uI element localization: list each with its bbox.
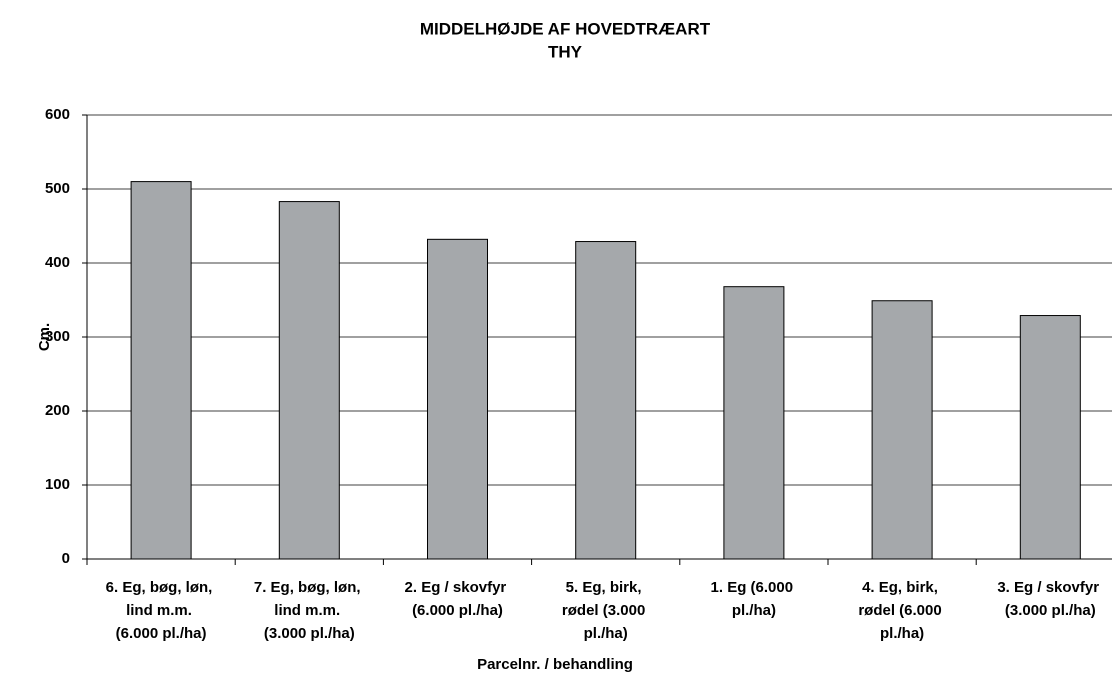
x-tick-label: 4. Eg, birk, rødel (6.000 pl./ha): [858, 579, 946, 642]
chart-title: MIDDELHØJDE AF HOVEDTRÆART: [420, 19, 711, 38]
bar: [278, 201, 340, 560]
x-tick-label: 2. Eg / skovfyr (6.000 pl./ha): [405, 579, 511, 619]
y-tick-label: 600: [45, 106, 70, 123]
x-tick-label: 6. Eg, bøg, løn, lind m.m. (6.000 pl./ha…: [106, 579, 217, 642]
x-tick-label: 1. Eg (6.000 pl./ha): [711, 579, 798, 619]
bar: [1019, 315, 1081, 560]
y-tick-label: 300: [45, 328, 70, 345]
x-tick-label: 7. Eg, bøg, løn, lind m.m. (3.000 pl./ha…: [254, 579, 365, 642]
bar: [723, 286, 785, 560]
bar: [427, 238, 488, 560]
x-axis-label: Parcelnr. / behandling: [477, 656, 633, 673]
y-axis-label: Cm.: [36, 323, 53, 351]
chart-subtitle: THY: [548, 42, 583, 61]
x-tick-label: 3. Eg / skovfyr (3.000 pl./ha): [997, 579, 1103, 619]
x-tick-label: 5. Eg, birk, rødel (3.000 pl./ha): [562, 579, 650, 642]
y-tick-label: 400: [45, 254, 70, 271]
bar: [575, 241, 637, 560]
y-tick-label: 100: [45, 476, 70, 493]
bar: [130, 181, 192, 560]
y-tick-label: 200: [45, 402, 70, 419]
y-tick-label: 0: [62, 550, 70, 567]
bar: [871, 300, 933, 560]
y-tick-label: 500: [45, 180, 70, 197]
